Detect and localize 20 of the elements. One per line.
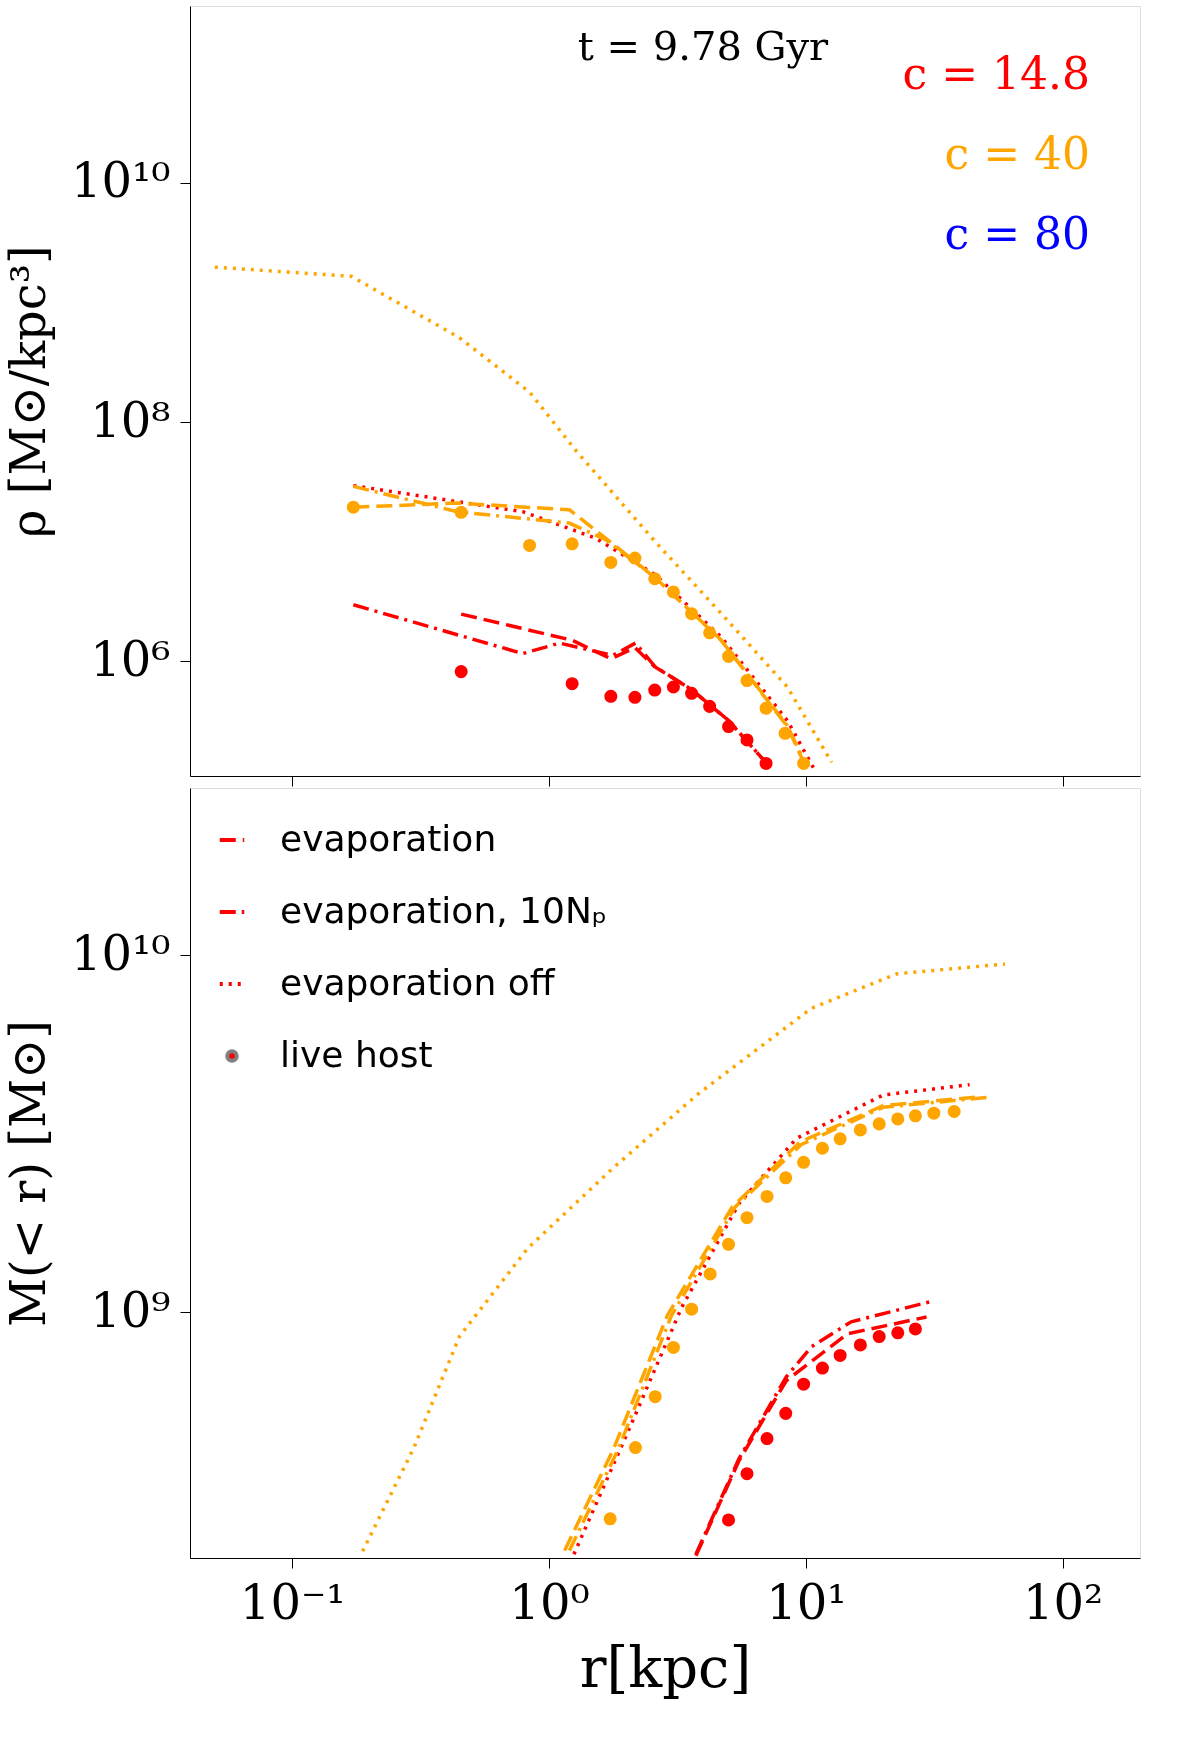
legend-label: evaporation off	[280, 962, 556, 1003]
legend-label: evaporation	[280, 818, 497, 859]
legend-label: live host	[280, 1034, 433, 1075]
x-tick-label: 10¹	[766, 1573, 847, 1630]
x-tick-label: 10²	[1023, 1573, 1104, 1630]
legend-label: evaporation, 10Nₚ	[280, 890, 608, 931]
y-tick-label: 10¹⁰	[70, 152, 171, 209]
x-axis-title: r[kpc]	[579, 1634, 752, 1700]
y-tick-label: 10⁹	[90, 1281, 171, 1338]
y-axis-title: M(< r) [M⊙]	[0, 1019, 56, 1328]
y-axis-title: ρ [M⊙/kpc³]	[0, 245, 56, 538]
legend-label: c = 80	[944, 208, 1090, 259]
x-tick-label: 10⁰	[509, 1573, 590, 1630]
annotation: t = 9.78 Gyr	[577, 23, 830, 69]
text: c = 40	[944, 128, 1090, 179]
x-tick-label: 10⁻¹	[239, 1573, 346, 1630]
text: c = 14.8	[902, 48, 1090, 99]
y-tick-label: 10⁶	[90, 630, 171, 687]
y-tick-label: 10¹⁰	[70, 924, 171, 981]
y-tick-label: 10⁸	[90, 391, 171, 448]
